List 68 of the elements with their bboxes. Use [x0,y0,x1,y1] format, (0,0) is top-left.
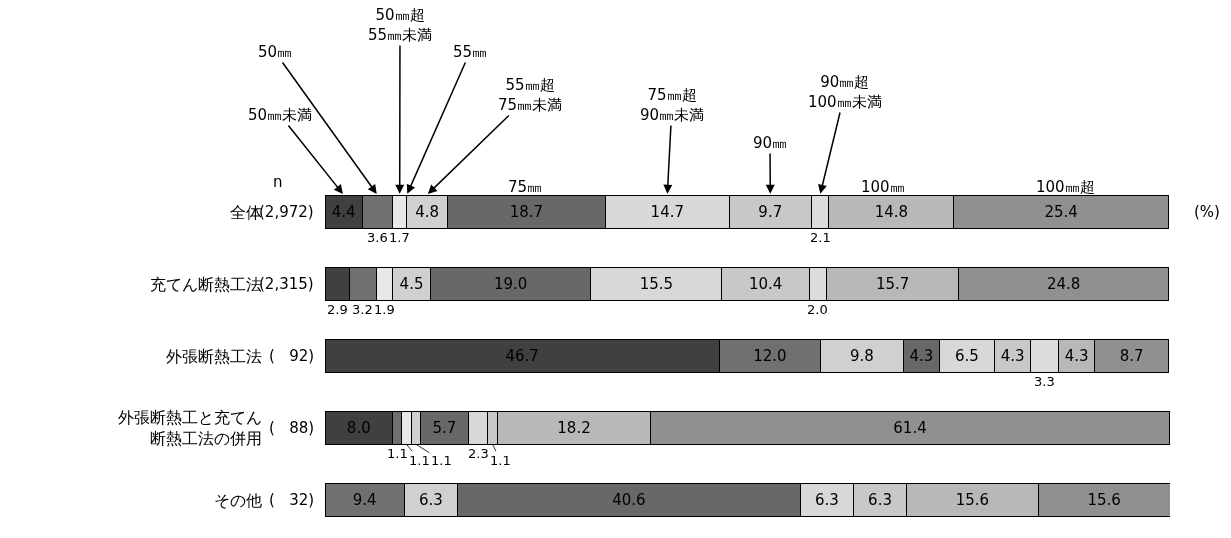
text: 50㎜超55㎜未満 [368,6,433,44]
data-label: 1.7 [389,230,410,245]
data-label: 40.6 [612,491,646,509]
text: (2,972) [259,203,314,221]
text: n [273,173,283,191]
data-label: 6.3 [868,491,892,509]
data-label: 8.0 [346,419,371,437]
data-label: 15.7 [875,275,910,293]
text: 50㎜ [258,43,293,61]
y-tick-label: 外張断熱工と充てん断熱工法の併用 [118,408,262,448]
data-label: 15.6 [955,491,990,509]
text: ( 92) [269,347,315,365]
data-label: 8.7 [1119,347,1144,365]
data-label: 6.3 [814,491,839,509]
text: 55㎜ [453,43,488,61]
data-label: 4.3 [1000,347,1025,365]
data-label: 6.5 [955,347,979,365]
y-tick-label: 全体 [230,202,262,222]
data-label: 5.7 [432,419,457,437]
data-label: 3.3 [1034,374,1055,389]
data-label: 4.5 [399,275,424,293]
data-label: 14.7 [650,203,685,221]
data-label: 46.7 [505,347,539,365]
data-label: 10.4 [748,275,783,293]
data-label: 4.8 [415,203,440,221]
data-label: 4.3 [1064,347,1089,365]
series-label: 100㎜超 [1036,178,1095,196]
text: 50㎜未満 [248,106,313,124]
series-label: 100㎜ [861,178,905,196]
text: (2,315) [259,275,314,293]
data-label: 9.4 [352,491,377,509]
data-label: 25.4 [1044,203,1078,221]
data-label: 4.3 [909,347,934,365]
text: 55㎜超75㎜未満 [498,76,563,114]
data-label: 18.2 [557,419,591,437]
text: 90㎜ [753,134,788,152]
data-label: 15.6 [1087,491,1121,509]
y-tick-label: 充てん断熱工法 [150,274,262,294]
data-label: 1.9 [374,302,395,317]
y-tick-label: 外張断熱工法 [166,346,262,366]
y-tick-label: その他 [214,490,262,510]
series-label: 75㎜ [508,178,543,196]
data-label: 2.1 [810,230,831,245]
data-label: 18.7 [509,203,544,221]
text: ( 32) [269,491,315,509]
data-label: 2.9 [327,302,348,317]
text: ( 88) [269,419,315,437]
data-label: 2.3 [468,446,489,461]
data-label: 1.1 [387,446,408,461]
data-label: 24.8 [1046,275,1081,293]
data-label: 3.2 [352,302,373,317]
text: (%) [1194,203,1220,221]
data-label: 3.6 [367,230,388,245]
data-label: 6.3 [419,491,443,509]
data-label: 12.0 [753,347,787,365]
text: 90㎜超100㎜未満 [808,73,882,111]
data-label: 14.8 [874,203,909,221]
data-label: 1.1 [431,453,452,468]
data-label: 9.8 [849,347,874,365]
data-label: 2.0 [807,302,828,317]
data-label: 1.1 [409,453,430,468]
data-label: 15.5 [639,275,674,293]
data-label: 4.4 [331,203,356,221]
data-label: 9.7 [758,203,783,221]
text: 75㎜超90㎜未満 [640,86,705,124]
data-label: 1.1 [490,453,511,468]
data-label: 61.4 [893,419,927,437]
data-label: 19.0 [494,275,528,293]
